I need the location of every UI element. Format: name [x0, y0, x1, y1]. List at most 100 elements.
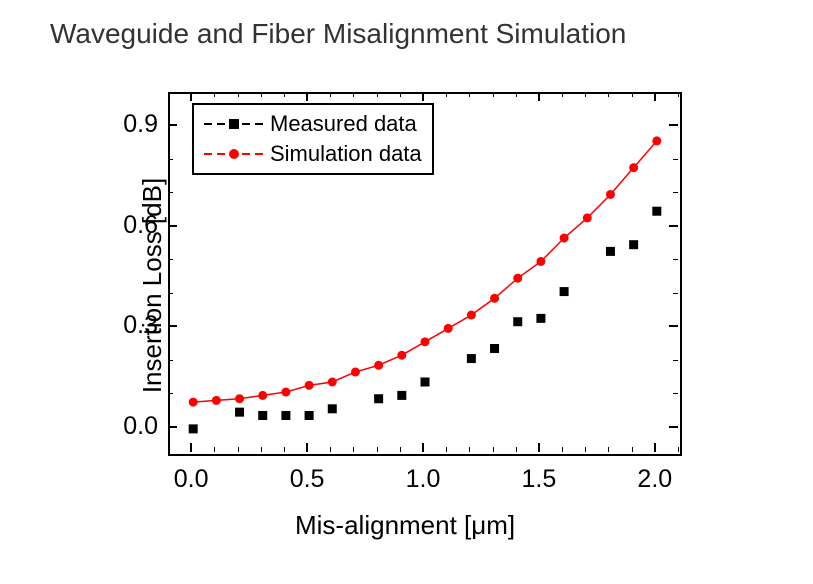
legend: Measured data Simulation data: [192, 103, 434, 175]
x-minor-tick: [446, 92, 447, 97]
measured-marker: [536, 314, 545, 323]
y-tick-label: 0.6: [98, 211, 158, 240]
measured-marker: [421, 378, 430, 387]
x-minor-tick: [493, 447, 494, 452]
simulation-marker: [189, 398, 198, 407]
y-tick: [168, 426, 177, 428]
y-tick: [168, 325, 177, 327]
x-minor-tick: [678, 92, 679, 97]
simulation-marker: [560, 234, 569, 243]
x-tick-label: 0.0: [166, 465, 216, 494]
simulation-line: [193, 141, 657, 402]
y-tick-label: 0.9: [98, 110, 158, 139]
simulation-marker: [583, 213, 592, 222]
simulation-marker: [397, 351, 406, 360]
simulation-marker: [374, 361, 383, 370]
y-tick-label: 0.0: [98, 412, 158, 441]
legend-marker-measured: [204, 114, 264, 134]
simulation-marker: [351, 367, 360, 376]
x-minor-tick: [608, 92, 609, 97]
x-minor-tick: [562, 447, 563, 452]
measured-marker: [374, 394, 383, 403]
measured-marker: [189, 424, 198, 433]
simulation-marker: [606, 190, 615, 199]
legend-marker-simulation: [204, 144, 264, 164]
simulation-marker: [235, 394, 244, 403]
x-minor-tick: [446, 447, 447, 452]
simulation-marker: [444, 324, 453, 333]
y-tick: [669, 225, 678, 227]
x-tick-label: 1.5: [514, 465, 564, 494]
simulation-marker: [513, 274, 522, 283]
simulation-marker: [212, 396, 221, 405]
x-minor-tick: [469, 447, 470, 452]
x-minor-tick: [284, 447, 285, 452]
x-minor-tick: [516, 447, 517, 452]
simulation-marker: [305, 381, 314, 390]
simulation-marker: [328, 378, 337, 387]
x-minor-tick: [238, 447, 239, 452]
x-minor-tick: [284, 92, 285, 97]
y-minor-tick: [168, 192, 173, 193]
simulation-marker: [490, 294, 499, 303]
x-tick-label: 1.0: [398, 465, 448, 494]
y-tick: [168, 225, 177, 227]
y-minor-tick: [168, 259, 173, 260]
x-tick: [306, 443, 308, 452]
measured-marker: [305, 411, 314, 420]
simulation-marker: [467, 311, 476, 320]
x-tick: [654, 92, 656, 101]
measured-marker: [467, 354, 476, 363]
measured-marker: [397, 391, 406, 400]
legend-label-simulation: Simulation data: [270, 141, 422, 167]
measured-marker: [490, 344, 499, 353]
x-minor-tick: [585, 92, 586, 97]
y-minor-tick: [168, 360, 173, 361]
x-minor-tick: [632, 447, 633, 452]
x-tick: [654, 443, 656, 452]
x-tick-label: 0.5: [282, 465, 332, 494]
x-minor-tick: [377, 92, 378, 97]
chart-title: Waveguide and Fiber Misalignment Simulat…: [50, 18, 626, 50]
x-minor-tick: [238, 92, 239, 97]
simulation-marker: [629, 163, 638, 172]
x-tick: [306, 92, 308, 101]
x-minor-tick: [493, 92, 494, 97]
x-minor-tick: [608, 447, 609, 452]
x-tick: [422, 443, 424, 452]
y-minor-tick: [168, 159, 173, 160]
measured-marker: [560, 287, 569, 296]
x-minor-tick: [562, 92, 563, 97]
y-minor-tick: [673, 393, 678, 394]
x-minor-tick: [353, 447, 354, 452]
x-tick: [190, 443, 192, 452]
x-minor-tick: [469, 92, 470, 97]
x-tick-label: 2.0: [630, 465, 680, 494]
legend-item-measured: Measured data: [204, 109, 422, 139]
y-minor-tick: [168, 92, 173, 93]
measured-marker: [281, 411, 290, 420]
simulation-marker: [421, 337, 430, 346]
y-minor-tick: [168, 293, 173, 294]
x-minor-tick: [585, 447, 586, 452]
x-minor-tick: [261, 92, 262, 97]
x-minor-tick: [400, 447, 401, 452]
x-tick: [190, 92, 192, 101]
measured-marker: [652, 207, 661, 216]
x-minor-tick: [330, 92, 331, 97]
x-minor-tick: [632, 92, 633, 97]
legend-label-measured: Measured data: [270, 111, 417, 137]
x-axis-label: Mis-alignment [μm]: [295, 510, 515, 541]
y-minor-tick: [673, 192, 678, 193]
measured-marker: [235, 408, 244, 417]
x-minor-tick: [678, 447, 679, 452]
x-minor-tick: [330, 447, 331, 452]
y-minor-tick: [673, 293, 678, 294]
measured-marker: [258, 411, 267, 420]
y-tick: [669, 426, 678, 428]
measured-marker: [606, 247, 615, 256]
legend-item-simulation: Simulation data: [204, 139, 422, 169]
y-minor-tick: [673, 259, 678, 260]
y-minor-tick: [673, 360, 678, 361]
x-minor-tick: [261, 447, 262, 452]
